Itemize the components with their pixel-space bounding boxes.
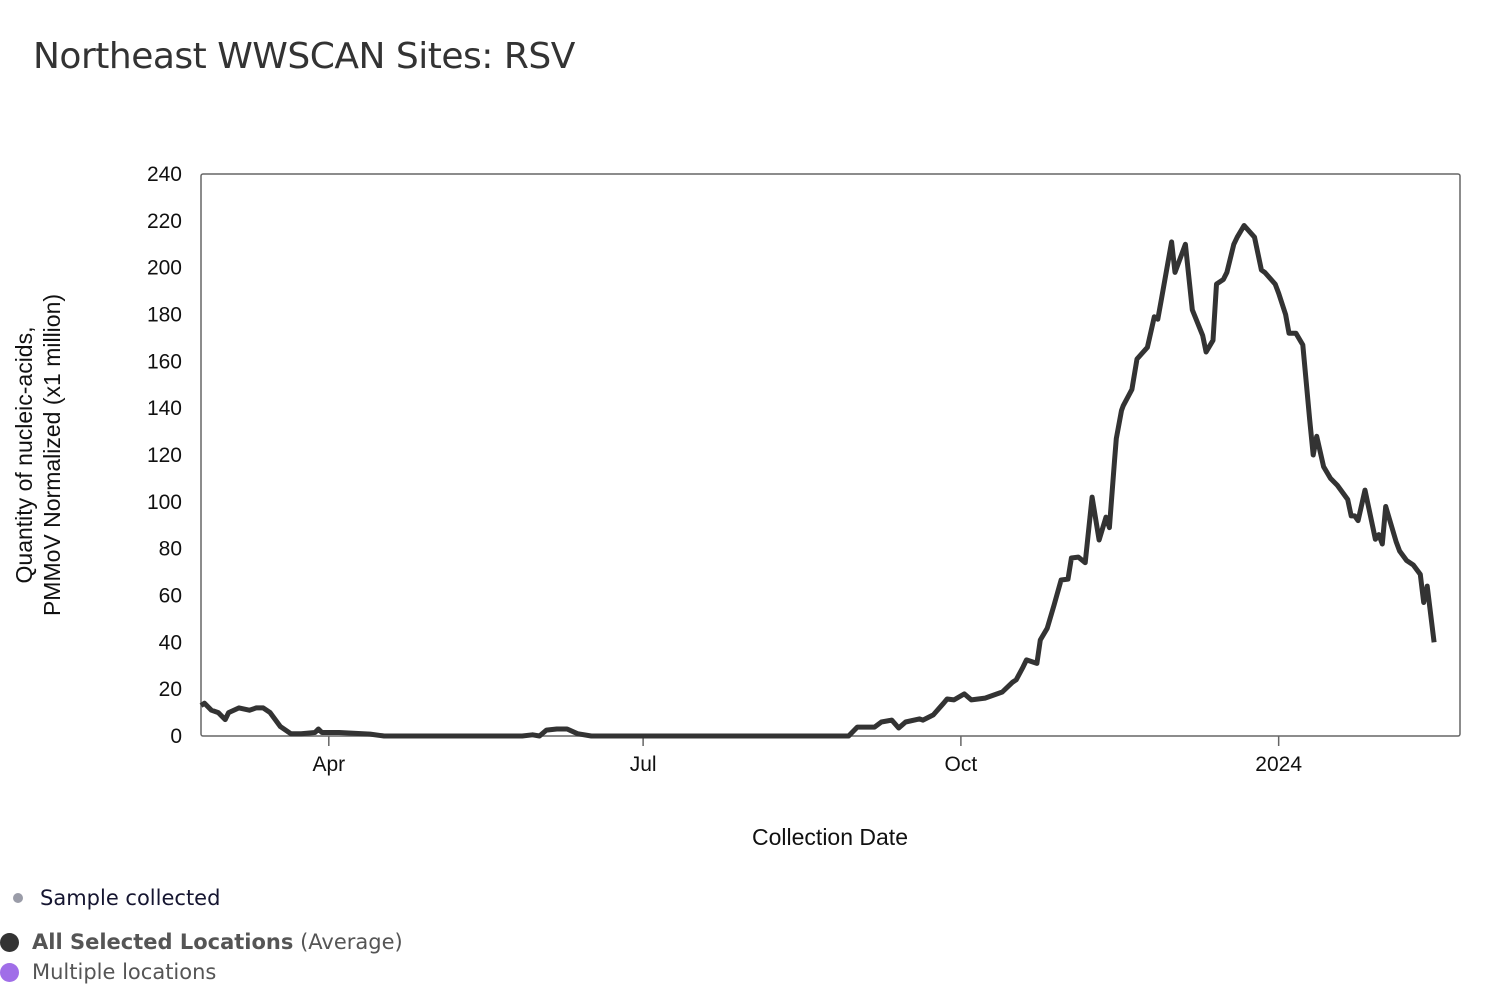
y-tick-label: 200: [147, 257, 182, 280]
y-tick-label: 140: [147, 397, 182, 420]
y-axis-label-line2: PMMoV Normalized (x1 million): [39, 294, 65, 616]
x-axis-label: Collection Date: [752, 824, 908, 850]
y-tick-label: 220: [147, 210, 182, 233]
legend-all-selected[interactable]: All Selected Locations (Average): [0, 930, 403, 954]
line-chart: 0 20 40 60 80 100 120 140 160 180 200 220 240 Apr Jul…: [11, 163, 1461, 850]
x-tick-label: 2024: [1255, 753, 1302, 776]
x-axis-ticks: Apr Jul Oct 2024: [312, 736, 1302, 776]
y-axis-label-line1: Quantity of nucleic-acids,: [11, 327, 37, 584]
multiple-dot-icon: [0, 962, 19, 982]
legend-label: Sample collected: [40, 886, 221, 910]
y-tick-label: 80: [159, 538, 182, 561]
plot-area: [200, 173, 1461, 737]
y-tick-label: 180: [147, 304, 182, 327]
x-tick-label: Jul: [630, 753, 657, 776]
y-tick-label: 240: [147, 163, 182, 186]
legend-sample-collected[interactable]: Sample collected: [13, 886, 220, 910]
y-tick-label: 20: [159, 678, 182, 701]
y-tick-label: 0: [170, 725, 182, 748]
series-dot-icon: [0, 932, 19, 952]
y-tick-label: 40: [159, 631, 182, 654]
x-tick-label: Oct: [945, 753, 978, 776]
legend-multiple-locations[interactable]: Multiple locations: [0, 960, 216, 984]
series-line-all-selected: [199, 223, 1437, 739]
y-tick-label: 60: [159, 585, 182, 608]
y-axis-ticks: 0 20 40 60 80 100 120 140 160 180 200 220 240: [147, 163, 182, 748]
sample-dot-icon: [13, 893, 23, 903]
y-tick-label: 100: [147, 491, 182, 514]
legend-label-bold: All Selected Locations: [32, 930, 294, 954]
y-tick-label: 160: [147, 350, 182, 373]
chart-title: Northeast WWSCAN Sites: RSV: [33, 36, 575, 77]
y-tick-label: 120: [147, 444, 182, 467]
x-tick-label: Apr: [312, 753, 345, 776]
legend-label: Multiple locations: [32, 960, 217, 984]
legend-label-suffix: (Average): [300, 930, 403, 954]
